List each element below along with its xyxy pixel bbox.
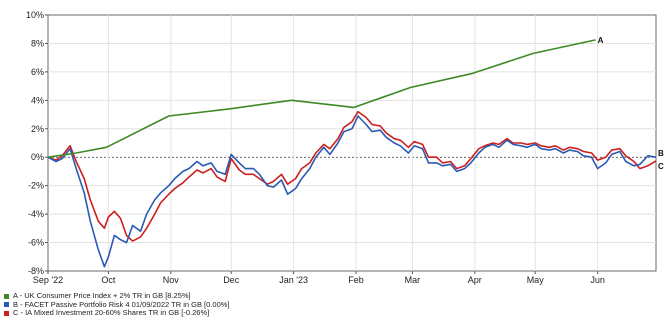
axes: 10% 8% 6% 4% 2% 0% -2% -4% -6% -8%Sep '22 Oct Nov De… <box>26 10 605 285</box>
y-tick-label: -6% <box>28 238 44 248</box>
x-tick-label: Mar <box>405 275 421 285</box>
y-tick-label: -8% <box>28 266 44 276</box>
plot-area <box>47 14 657 272</box>
series-line-a <box>47 39 596 158</box>
end-label-a: A <box>598 36 604 45</box>
x-tick-label: Feb <box>348 275 364 285</box>
y-tick-label: -2% <box>28 181 44 191</box>
legend-label: B - FACET Passive Portfolio Risk 4 01/09… <box>13 299 230 309</box>
x-tick-label: Dec <box>223 275 240 285</box>
series-end-labels: A BC <box>598 36 664 171</box>
line-chart: 10% 8% 6% 4% 2% 0% -2% -4% -6% -8%Sep '22 Oct Nov De… <box>26 10 664 285</box>
x-tick-label: Jan '23 <box>279 275 308 285</box>
legend-label: A - UK Consumer Price Index + 2% TR in G… <box>13 291 191 300</box>
y-tick-label: 10% <box>26 10 44 20</box>
legend-label: C - IA Mixed Investment 20-60% Shares TR… <box>13 308 210 317</box>
x-tick-label: Oct <box>101 275 116 285</box>
y-tick-label: 4% <box>31 95 44 105</box>
y-tick-label: 8% <box>31 38 44 48</box>
legend-swatch <box>4 302 9 308</box>
x-tick-label: Sep '22 <box>33 275 63 285</box>
legend-swatch <box>4 293 9 299</box>
end-label-b: B <box>658 149 664 158</box>
legend-item-a: A - UK Consumer Price Index + 2% TR in G… <box>4 291 230 301</box>
y-tick-label: 2% <box>31 124 44 134</box>
legend: A - UK Consumer Price Index + 2% TR in G… <box>4 291 230 318</box>
series-line-c <box>47 110 657 242</box>
end-label-c: C <box>658 162 664 171</box>
x-tick-label: Nov <box>163 275 180 285</box>
y-tick-label: -4% <box>28 209 44 219</box>
series-lines <box>47 39 657 268</box>
y-tick-label: 0% <box>31 152 44 162</box>
x-tick-label: May <box>527 275 545 285</box>
legend-item-b: B - FACET Passive Portfolio Risk 4 01/09… <box>4 299 230 310</box>
x-tick-label: Apr <box>468 275 482 285</box>
x-tick-label: Jun <box>590 275 605 285</box>
legend-item-c: C - IA Mixed Investment 20-60% Shares TR… <box>4 308 230 318</box>
legend-swatch <box>4 310 9 316</box>
y-tick-label: 6% <box>31 67 44 77</box>
grid <box>48 15 656 271</box>
series-line-b <box>47 115 657 268</box>
